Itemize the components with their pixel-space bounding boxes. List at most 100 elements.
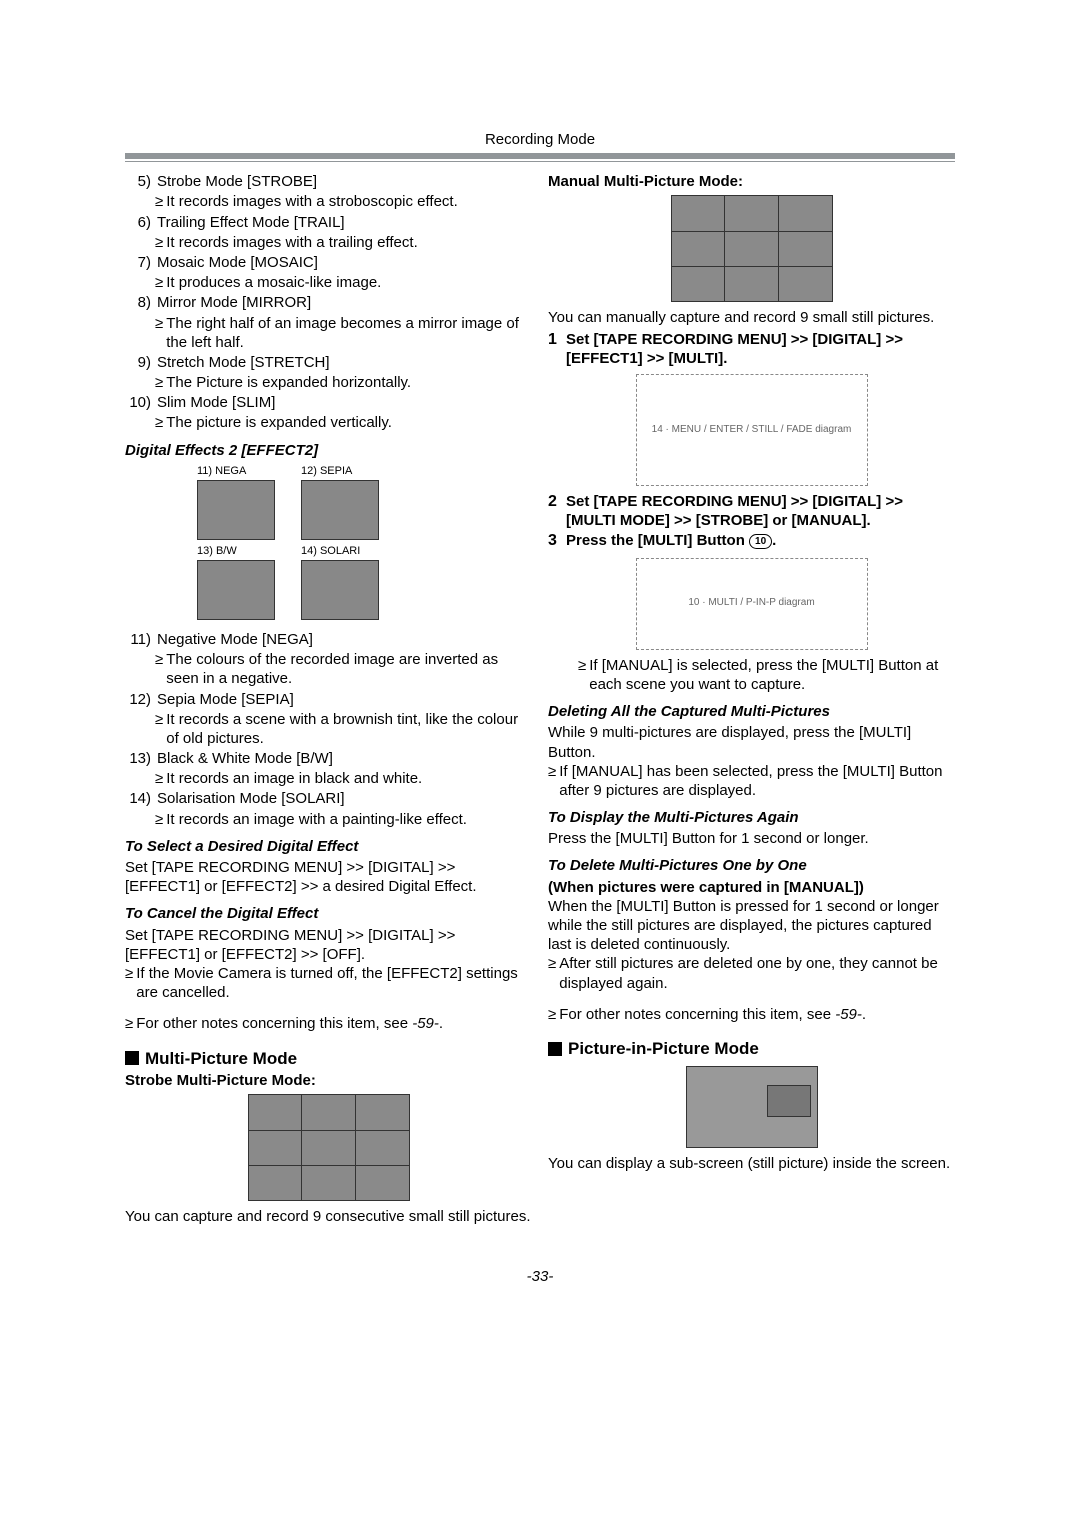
bullet-dot: ≥ (155, 273, 166, 292)
bullet-dot: ≥ (548, 954, 559, 992)
bullet-dot: ≥ (548, 1005, 559, 1024)
step-3: 3 Press the [MULTI] Button 10. (548, 531, 955, 551)
effect-item: 6)Trailing Effect Mode [TRAIL] (125, 213, 532, 232)
thumb-cell: 12) SEPIA (301, 464, 379, 540)
right-column: Manual Multi-Picture Mode: You can manua… (548, 172, 955, 1226)
multi-picture-heading: Multi-Picture Mode (125, 1048, 532, 1070)
thumb-cell: 11) NEGA (197, 464, 275, 540)
delete-one-subheading: (When pictures were captured in [MANUAL]… (548, 878, 955, 897)
effect-number: 6) (125, 213, 157, 232)
effect-title: Slim Mode [SLIM] (157, 393, 532, 412)
bullet-dot: ≥ (155, 314, 166, 352)
effect-item: 14)Solarisation Mode [SOLARI] (125, 789, 532, 808)
thumb-caption: 14) SOLARI (301, 544, 379, 558)
thumb-image (197, 480, 275, 540)
effect-number: 13) (125, 749, 157, 768)
cancel-effect-bullet: ≥ If the Movie Camera is turned off, the… (125, 964, 532, 1002)
delete-all-heading: Deleting All the Captured Multi-Pictures (548, 702, 955, 721)
thumb-cell: 14) SOLARI (301, 544, 379, 620)
effect-title: Trailing Effect Mode [TRAIL] (157, 213, 532, 232)
effect-item: 5)Strobe Mode [STROBE] (125, 172, 532, 191)
effect-desc: ≥It records images with a trailing effec… (125, 233, 532, 252)
effect-item: 11)Negative Mode [NEGA] (125, 630, 532, 649)
bullet-dot: ≥ (155, 769, 166, 788)
step-1: 1 Set [TAPE RECORDING MENU] >> [DIGITAL]… (548, 330, 955, 368)
effect-number: 7) (125, 253, 157, 272)
thumb-image (301, 480, 379, 540)
effects2-thumbnails: 11) NEGA 12) SEPIA 13) B/W 14) SOLARI (125, 464, 532, 624)
effect-desc: ≥The Picture is expanded horizontally. (125, 373, 532, 392)
bullet-dot: ≥ (548, 762, 559, 800)
delete-one-body: When the [MULTI] Button is pressed for 1… (548, 897, 955, 955)
effect-item: 9)Stretch Mode [STRETCH] (125, 353, 532, 372)
thumb-caption: 11) NEGA (197, 464, 275, 478)
diagram-placeholder-label: 10 · MULTI / P-IN-P diagram (688, 597, 814, 610)
bullet-dot: ≥ (578, 656, 589, 694)
cancel-effect-body: Set [TAPE RECORDING MENU] >> [DIGITAL] >… (125, 926, 532, 964)
delete-one-heading: To Delete Multi-Pictures One by One (548, 856, 955, 875)
diagram-placeholder-label: 14 · MENU / ENTER / STILL / FADE diagram (652, 424, 852, 437)
effect-number: 10) (125, 393, 157, 412)
thumb-image (197, 560, 275, 620)
thumb-caption: 12) SEPIA (301, 464, 379, 478)
header-divider-thick (125, 153, 955, 159)
effect-desc: ≥The picture is expanded vertically. (125, 413, 532, 432)
effect-title: Strobe Mode [STROBE] (157, 172, 532, 191)
two-column-layout: 5)Strobe Mode [STROBE]≥It records images… (125, 172, 955, 1226)
bullet-dot: ≥ (155, 233, 166, 252)
strobe-multi-body: You can capture and record 9 consecutive… (125, 1207, 532, 1226)
manual-select-bullet: ≥ If [MANUAL] is selected, press the [MU… (548, 656, 955, 694)
thumb-caption: 13) B/W (197, 544, 275, 558)
bullet-dot: ≥ (155, 710, 166, 748)
select-effect-body: Set [TAPE RECORDING MENU] >> [DIGITAL] >… (125, 858, 532, 896)
square-bullet-icon (125, 1051, 139, 1065)
effect-item: 7)Mosaic Mode [MOSAIC] (125, 253, 532, 272)
manual-multi-heading: Manual Multi-Picture Mode: (548, 172, 955, 191)
delete-one-bullet: ≥ After still pictures are deleted one b… (548, 954, 955, 992)
pip-body: You can display a sub-screen (still pict… (548, 1154, 955, 1173)
notes-reference-right: ≥ For other notes concerning this item, … (548, 1005, 955, 1024)
effect-desc: ≥It records a scene with a brownish tint… (125, 710, 532, 748)
effect-title: Mosaic Mode [MOSAIC] (157, 253, 532, 272)
page-section-header: Recording Mode (125, 130, 955, 149)
left-column: 5)Strobe Mode [STROBE]≥It records images… (125, 172, 532, 1226)
effect-title: Negative Mode [NEGA] (157, 630, 532, 649)
effect-title: Black & White Mode [B/W] (157, 749, 532, 768)
bullet-dot: ≥ (155, 413, 166, 432)
notes-reference: ≥ For other notes concerning this item, … (125, 1014, 532, 1033)
effect-number: 8) (125, 293, 157, 312)
page-number: -33- (125, 1267, 955, 1286)
button-ref-10: 10 (749, 534, 772, 549)
effect-number: 5) (125, 172, 157, 191)
pip-heading: Picture-in-Picture Mode (548, 1038, 955, 1060)
pip-illustration (686, 1066, 818, 1148)
effect-title: Sepia Mode [SEPIA] (157, 690, 532, 709)
camera-diagram-1: 14 · MENU / ENTER / STILL / FADE diagram (636, 374, 868, 486)
redisplay-heading: To Display the Multi-Pictures Again (548, 808, 955, 827)
effect-number: 11) (125, 630, 157, 649)
bullet-dot: ≥ (155, 192, 166, 211)
select-effect-heading: To Select a Desired Digital Effect (125, 837, 532, 856)
effect-title: Solarisation Mode [SOLARI] (157, 789, 532, 808)
effect-desc: ≥It produces a mosaic-like image. (125, 273, 532, 292)
delete-all-body: While 9 multi-pictures are displayed, pr… (548, 723, 955, 761)
bullet-dot: ≥ (155, 810, 166, 829)
effect-number: 14) (125, 789, 157, 808)
bullet-dot: ≥ (125, 1014, 136, 1033)
effect-item: 10)Slim Mode [SLIM] (125, 393, 532, 412)
cancel-effect-heading: To Cancel the Digital Effect (125, 904, 532, 923)
manual-page: Recording Mode 5)Strobe Mode [STROBE]≥It… (125, 130, 955, 1286)
effect-desc: ≥It records images with a stroboscopic e… (125, 192, 532, 211)
manual-multi-body: You can manually capture and record 9 sm… (548, 308, 955, 327)
effect-number: 9) (125, 353, 157, 372)
effect-item: 13)Black & White Mode [B/W] (125, 749, 532, 768)
pip-inset (767, 1085, 811, 1117)
effect-desc: ≥The right half of an image becomes a mi… (125, 314, 532, 352)
effect-desc: ≥The colours of the recorded image are i… (125, 650, 532, 688)
effect-item: 12)Sepia Mode [SEPIA] (125, 690, 532, 709)
thumb-cell: 13) B/W (197, 544, 275, 620)
bullet-dot: ≥ (155, 373, 166, 392)
effects2-heading: Digital Effects 2 [EFFECT2] (125, 441, 532, 460)
redisplay-body: Press the [MULTI] Button for 1 second or… (548, 829, 955, 848)
effect-title: Mirror Mode [MIRROR] (157, 293, 532, 312)
